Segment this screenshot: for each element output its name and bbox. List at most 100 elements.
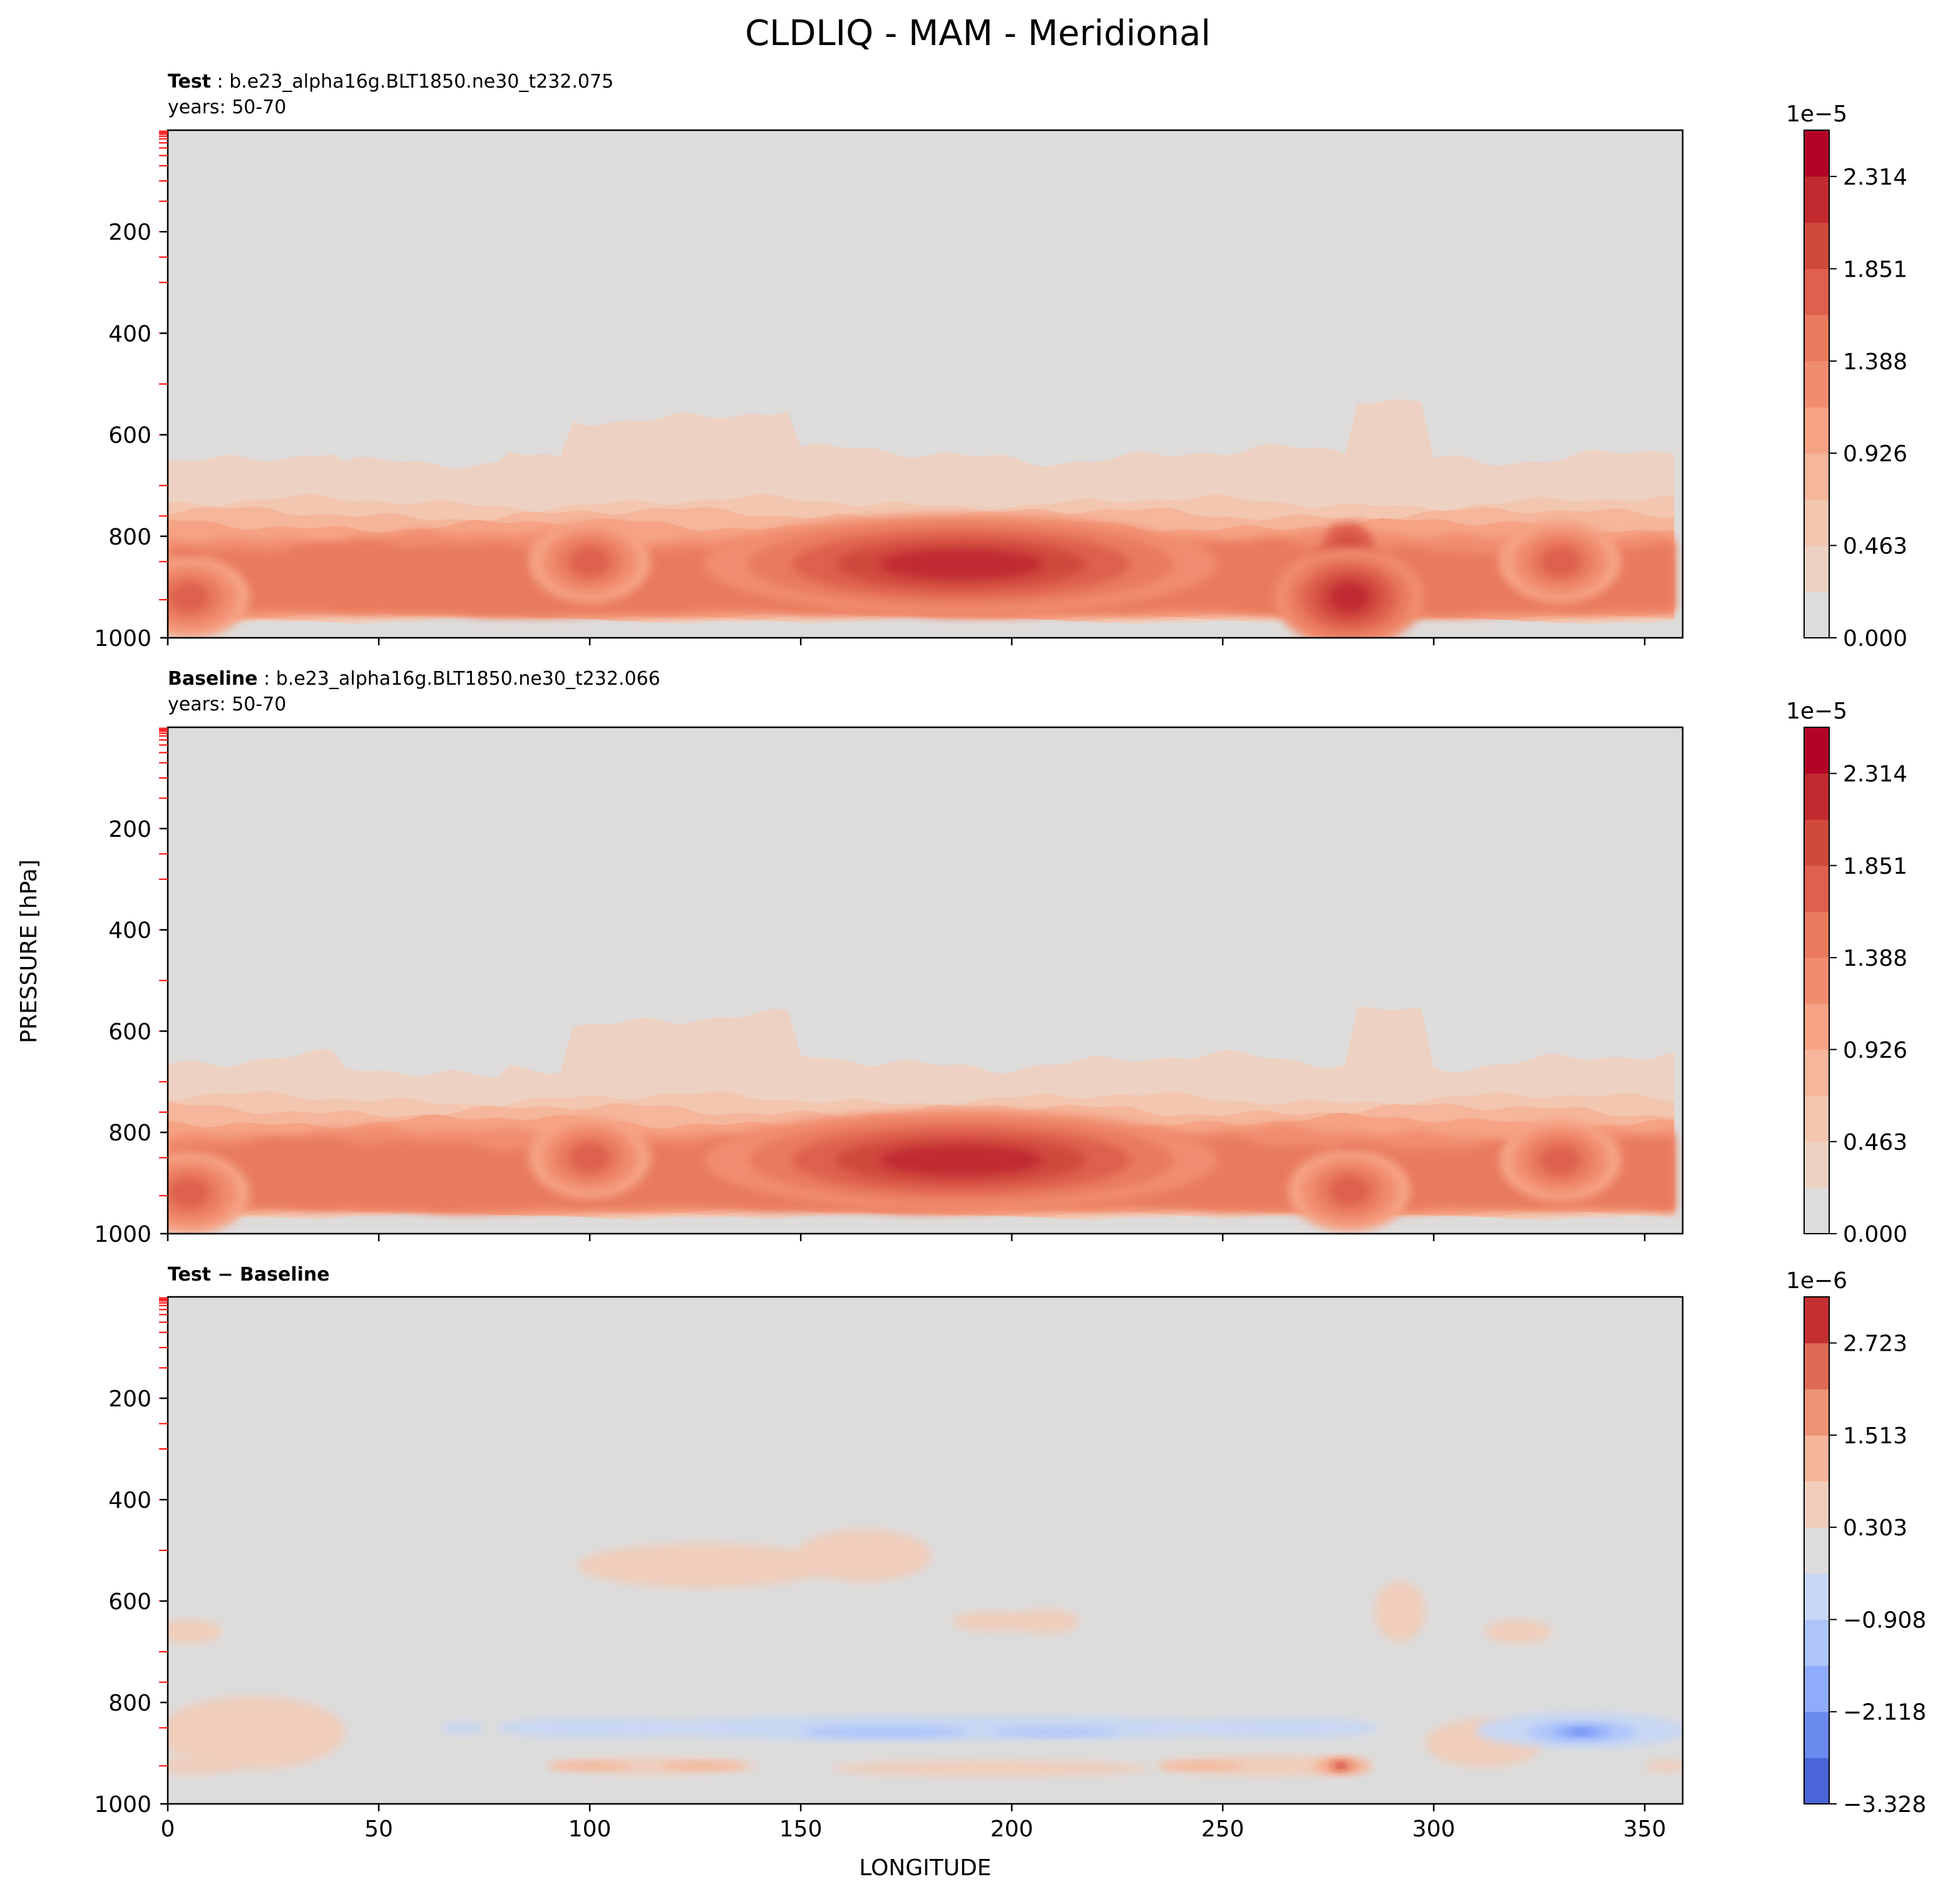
positive-anomaly (1644, 1759, 1683, 1772)
positive-anomaly (1159, 1761, 1244, 1770)
y-tick-label: 600 (108, 1019, 151, 1045)
x-tick-label: 100 (568, 1816, 612, 1842)
colorbar-segment (1804, 1666, 1829, 1712)
x-tick-label: 150 (779, 1816, 823, 1842)
panel-title-rest: : b.e23_alpha16g.BLT1850.ne30_t232.075 (211, 71, 613, 93)
colorbar-tick-label: 1.851 (1843, 854, 1907, 879)
colorbar-segment (1804, 1141, 1829, 1188)
positive-anomaly (168, 1696, 346, 1769)
y-tick-label: 800 (108, 1691, 151, 1716)
positive-anomaly (1012, 1609, 1080, 1634)
colorbar-tick-label: 2.314 (1843, 762, 1907, 787)
colorbar-segment (1804, 865, 1829, 912)
colorbar-segment (1804, 591, 1829, 638)
positive-anomaly (1337, 1764, 1345, 1768)
test-panel: Test : b.e23_alpha16g.BLT1850.ne30_t232.… (94, 71, 1907, 652)
negative-anomaly (801, 1726, 970, 1738)
colorbar-segment (1804, 1003, 1829, 1050)
colorbar-segment (1804, 727, 1829, 774)
y-axis-label: PRESSURE [hPa] (16, 859, 42, 1043)
colorbar-tick-label: 1.513 (1843, 1423, 1907, 1449)
panel-title-bold: Test (168, 71, 211, 93)
colorbar-segment (1804, 1435, 1829, 1482)
colorbar-tick-label: −2.118 (1843, 1700, 1926, 1726)
colorbar-segment (1804, 1527, 1829, 1574)
y-tick-label: 800 (108, 1120, 151, 1146)
y-tick-label: 1000 (94, 1792, 151, 1818)
x-axis-label: LONGITUDE (859, 1855, 991, 1881)
colorbar-frame (1804, 727, 1830, 1234)
colorbar-tick-label: 0.000 (1843, 1222, 1907, 1247)
contour-peak (880, 1145, 1043, 1175)
negative-anomaly (496, 1717, 683, 1738)
negative-anomaly (1568, 1729, 1594, 1735)
colorbar-segment (1804, 1619, 1829, 1666)
colorbar-tick-label: 2.314 (1843, 165, 1907, 190)
panel-title-rest: : b.e23_alpha16g.BLT1850.ne30_t232.066 (258, 668, 660, 690)
x-tick-label: 300 (1412, 1816, 1455, 1842)
x-tick-label: 200 (990, 1816, 1034, 1842)
panel-title-bold: Baseline (168, 668, 258, 690)
colorbar-tick-label: −0.908 (1843, 1607, 1926, 1633)
colorbar-segment (1804, 361, 1829, 407)
x-tick-label: 250 (1201, 1816, 1244, 1842)
contour-peak (168, 1178, 209, 1209)
contour-peak (1540, 546, 1581, 577)
colorbar-exponent: 1e−6 (1786, 1268, 1847, 1294)
positive-anomaly (1374, 1580, 1425, 1642)
positive-anomaly (547, 1761, 632, 1770)
contour-peak (1329, 1175, 1370, 1206)
baseline-panel: Baseline : b.e23_alpha16g.BLT1850.ne30_t… (94, 668, 1907, 1247)
positive-anomaly (547, 1758, 759, 1774)
colorbar-tick-label: 1.388 (1843, 946, 1907, 971)
colorbar-segment (1804, 1711, 1829, 1758)
x-tick-label: 0 (161, 1816, 175, 1842)
negative-anomaly (442, 1721, 485, 1734)
colorbar-tick-label: 0.463 (1843, 534, 1907, 560)
y-tick-label: 600 (108, 423, 151, 449)
negative-anomaly (990, 1728, 1117, 1736)
positive-anomaly (796, 1528, 932, 1582)
colorbar-segment (1804, 819, 1829, 866)
x-tick-label: 50 (364, 1816, 393, 1842)
colorbar-tick-label: 1.388 (1843, 349, 1907, 375)
colorbar-tick-label: 0.000 (1843, 626, 1907, 652)
contour-peak (1540, 1145, 1581, 1175)
colorbar-segment (1804, 314, 1829, 362)
contour-peak (1329, 582, 1370, 613)
colorbar-tick-label: −3.328 (1843, 1792, 1926, 1818)
colorbar-segment (1804, 407, 1829, 454)
y-tick-label: 200 (108, 220, 151, 245)
contour-peak (570, 546, 610, 577)
colorbar-tick-label: 0.926 (1843, 441, 1907, 467)
positive-anomaly (952, 1611, 1029, 1632)
panel-title-bold: Test − Baseline (168, 1264, 330, 1286)
y-tick-label: 1000 (94, 626, 151, 652)
colorbar-frame (1804, 1296, 1830, 1804)
colorbar-tick-label: 0.463 (1843, 1130, 1907, 1155)
positive-anomaly (577, 1543, 831, 1588)
colorbar-segment (1804, 773, 1829, 820)
colorbar-segment (1804, 1573, 1829, 1620)
difference-panel: Test − Baseline 200 400 600 800 1000 0 50 100 150… (94, 1264, 1926, 1842)
figure-title: CLDLIQ - MAM - Meridional (745, 13, 1211, 54)
panel-title: Test − Baseline (168, 1264, 330, 1286)
colorbar-segment (1804, 453, 1829, 500)
colorbar-segment (1804, 1758, 1829, 1804)
panel-title: Baseline : b.e23_alpha16g.BLT1850.ne30_t… (168, 668, 660, 690)
colorbar-segment (1804, 499, 1829, 546)
contour-peak (880, 549, 1043, 580)
colorbar-segment (1804, 957, 1829, 1004)
positive-anomaly (1484, 1619, 1552, 1644)
positive-anomaly (168, 1619, 223, 1644)
colorbar-exponent: 1e−5 (1786, 101, 1847, 127)
y-tick-label: 400 (108, 1488, 151, 1513)
colorbar-segment (1804, 176, 1829, 223)
contour-peak (168, 582, 209, 613)
colorbar-segment (1804, 222, 1829, 269)
colorbar-segment (1804, 1095, 1829, 1142)
colorbar-segment (1804, 1481, 1829, 1528)
panel-title: Test : b.e23_alpha16g.BLT1850.ne30_t232.… (168, 71, 613, 93)
colorbar-frame (1804, 130, 1830, 638)
y-tick-label: 200 (108, 817, 151, 842)
